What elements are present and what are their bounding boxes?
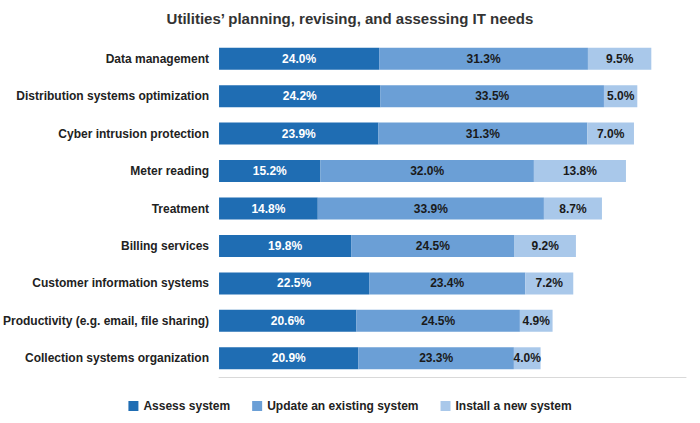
svg-text:Treatment: Treatment [152,202,209,216]
svg-text:4.9%: 4.9% [523,314,551,328]
svg-text:Data management: Data management [106,52,209,66]
svg-text:20.6%: 20.6% [271,314,305,328]
svg-text:23.4%: 23.4% [430,276,464,290]
svg-text:Install a new system: Install a new system [456,399,572,413]
svg-text:15.2%: 15.2% [253,164,287,178]
svg-text:24.5%: 24.5% [421,314,455,328]
svg-text:20.9%: 20.9% [272,351,306,365]
svg-text:Distribution systems optimizat: Distribution systems optimization [16,89,209,103]
svg-text:Customer information systems: Customer information systems [32,276,209,290]
svg-text:24.5%: 24.5% [416,239,450,253]
svg-text:Update an existing system: Update an existing system [267,399,418,413]
svg-text:33.9%: 33.9% [414,202,448,216]
svg-text:33.5%: 33.5% [475,89,509,103]
svg-text:9.5%: 9.5% [606,52,634,66]
svg-text:14.8%: 14.8% [251,202,285,216]
svg-text:Assess system: Assess system [143,399,230,413]
svg-text:13.8%: 13.8% [563,164,597,178]
svg-text:7.0%: 7.0% [597,127,625,141]
svg-text:Billing services: Billing services [121,239,209,253]
svg-text:23.3%: 23.3% [419,351,453,365]
svg-text:4.0%: 4.0% [514,351,542,365]
svg-text:Utilities’ planning, revising,: Utilities’ planning, revising, and asses… [167,10,534,27]
svg-text:24.2%: 24.2% [283,89,317,103]
svg-text:Collection systems organizatio: Collection systems organization [25,351,209,365]
svg-text:31.3%: 31.3% [467,52,501,66]
svg-text:19.8%: 19.8% [268,239,302,253]
svg-text:24.0%: 24.0% [282,52,316,66]
svg-text:32.0%: 32.0% [410,164,444,178]
svg-text:Cyber intrusion protection: Cyber intrusion protection [58,127,209,141]
svg-text:22.5%: 22.5% [277,276,311,290]
svg-text:31.3%: 31.3% [466,127,500,141]
svg-text:Productivity (e.g. email, file: Productivity (e.g. email, file sharing) [3,314,209,328]
svg-text:Meter reading: Meter reading [130,164,209,178]
svg-text:8.7%: 8.7% [559,202,587,216]
svg-text:9.2%: 9.2% [532,239,560,253]
svg-text:7.2%: 7.2% [536,276,564,290]
svg-text:5.0%: 5.0% [607,89,635,103]
svg-text:23.9%: 23.9% [282,127,316,141]
